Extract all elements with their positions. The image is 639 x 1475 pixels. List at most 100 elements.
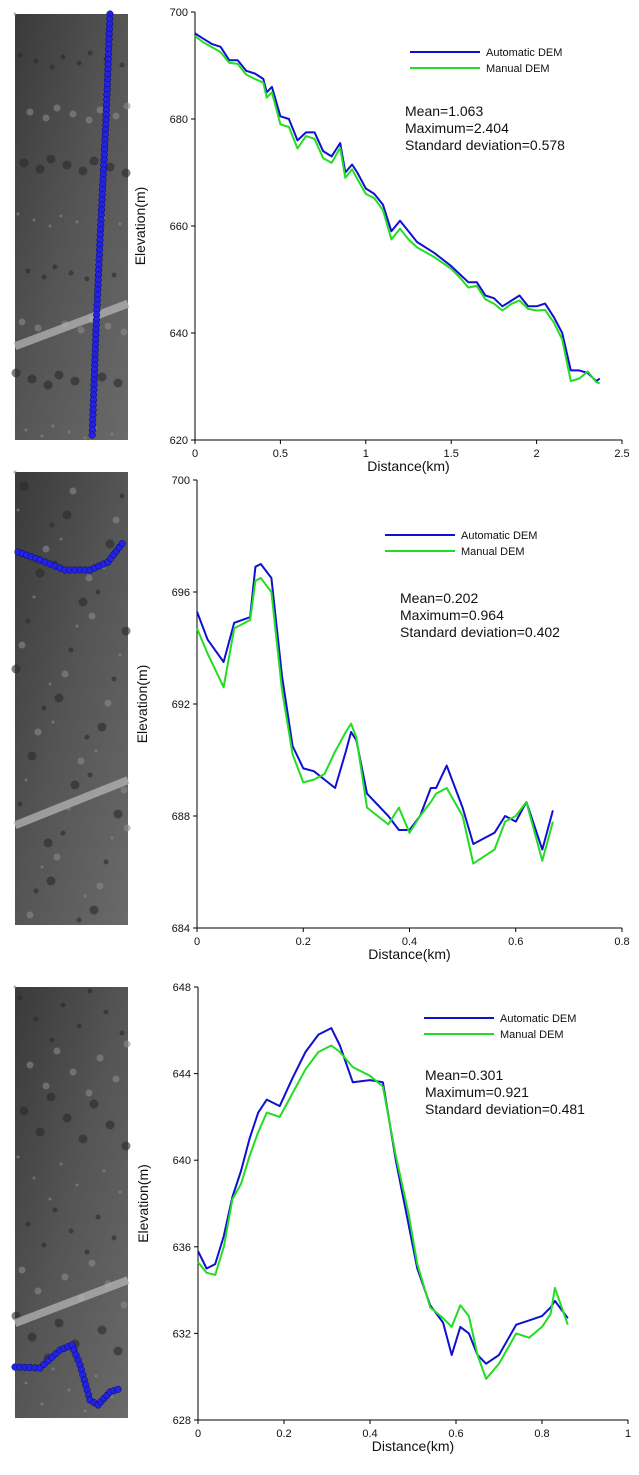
annotation: Standard deviation=0.402	[400, 624, 560, 640]
legend-label: Manual DEM	[461, 546, 525, 558]
image-texture	[120, 1031, 125, 1036]
image-texture	[96, 590, 101, 595]
image-texture	[114, 379, 123, 388]
image-texture	[27, 109, 34, 116]
image-texture	[122, 1142, 131, 1151]
image-texture	[113, 113, 120, 120]
image-texture	[111, 1396, 114, 1399]
image-texture	[47, 877, 56, 886]
image-texture	[35, 1288, 42, 1295]
image-texture	[26, 1222, 31, 1227]
image-texture	[105, 323, 112, 330]
x-tick-label: 0.8	[614, 936, 629, 948]
image-texture	[124, 103, 131, 110]
x-tick-label: 0	[195, 1428, 201, 1440]
track-dot	[119, 540, 126, 547]
image-texture	[112, 273, 117, 278]
image-texture	[41, 1403, 44, 1406]
annotation: Maximum=2.404	[405, 120, 509, 136]
image-texture	[63, 511, 72, 520]
image-texture	[86, 117, 93, 124]
image-texture	[18, 996, 23, 1001]
image-texture	[124, 825, 131, 832]
image-texture	[69, 1229, 74, 1234]
image-texture	[25, 1382, 28, 1385]
image-texture	[88, 773, 93, 778]
image-texture	[14, 471, 17, 474]
image-texture	[49, 1198, 52, 1201]
satellite-image	[15, 987, 128, 1418]
image-texture	[41, 866, 44, 869]
image-texture	[25, 779, 28, 782]
image-texture	[77, 61, 82, 66]
image-texture	[68, 431, 71, 434]
image-texture	[17, 213, 20, 216]
image-texture	[47, 155, 56, 164]
image-texture	[89, 1260, 96, 1267]
y-tick-label: 648	[173, 982, 191, 994]
image-texture	[114, 810, 123, 819]
image-texture	[119, 1191, 122, 1194]
legend-label: Automatic DEM	[486, 47, 562, 59]
annotation: Mean=0.301	[425, 1067, 503, 1083]
image-texture	[52, 1368, 55, 1371]
image-texture	[77, 918, 82, 923]
image-texture	[43, 546, 50, 553]
image-texture	[70, 111, 77, 118]
image-texture	[20, 1107, 29, 1116]
image-texture	[17, 509, 20, 512]
image-texture	[89, 613, 96, 620]
y-tick-label: 700	[172, 475, 190, 487]
image-texture	[33, 596, 36, 599]
x-tick-label: 0.8	[534, 1428, 549, 1440]
image-texture	[52, 721, 55, 724]
track-dot	[89, 432, 96, 439]
image-texture	[42, 706, 47, 711]
image-texture	[17, 1156, 20, 1159]
annotation: Mean=0.202	[400, 590, 478, 606]
image-texture	[35, 325, 42, 332]
image-texture	[53, 265, 58, 270]
data-line	[195, 33, 600, 381]
image-texture	[61, 831, 66, 836]
image-texture	[35, 729, 42, 736]
image-texture	[77, 1024, 82, 1029]
data-line	[195, 36, 600, 383]
image-texture	[36, 165, 45, 174]
image-texture	[55, 1319, 64, 1328]
image-texture	[50, 65, 55, 70]
image-texture	[36, 1128, 45, 1137]
image-texture	[43, 1083, 50, 1090]
image-texture	[98, 373, 107, 382]
y-tick-label: 644	[173, 1069, 191, 1081]
image-texture	[95, 1375, 98, 1378]
track-dot	[115, 1386, 122, 1393]
image-texture	[69, 648, 74, 653]
x-tick-label: 0.2	[296, 936, 311, 948]
legend-label: Automatic DEM	[461, 530, 537, 542]
annotation: Mean=1.063	[405, 103, 483, 119]
x-axis-label: Distance(km)	[372, 1438, 454, 1454]
x-axis-label: Distance(km)	[367, 458, 449, 474]
x-tick-label: 2	[534, 448, 540, 460]
image-texture	[84, 437, 87, 440]
image-texture	[25, 429, 28, 432]
annotation: Standard deviation=0.578	[405, 137, 565, 153]
image-texture	[34, 889, 39, 894]
image-texture	[61, 1003, 66, 1008]
image-texture	[85, 1250, 90, 1255]
image-texture	[88, 51, 93, 56]
image-texture	[63, 1114, 72, 1123]
image-texture	[76, 221, 79, 224]
annotation: Maximum=0.921	[425, 1084, 529, 1100]
image-texture	[18, 802, 23, 807]
data-line	[198, 1028, 568, 1364]
image-texture	[44, 839, 53, 848]
image-texture	[70, 488, 77, 495]
image-texture	[62, 671, 69, 678]
image-texture	[119, 654, 122, 657]
image-texture	[50, 523, 55, 528]
image-texture	[19, 319, 26, 326]
annotation: Maximum=0.964	[400, 607, 504, 623]
image-texture	[105, 700, 112, 707]
